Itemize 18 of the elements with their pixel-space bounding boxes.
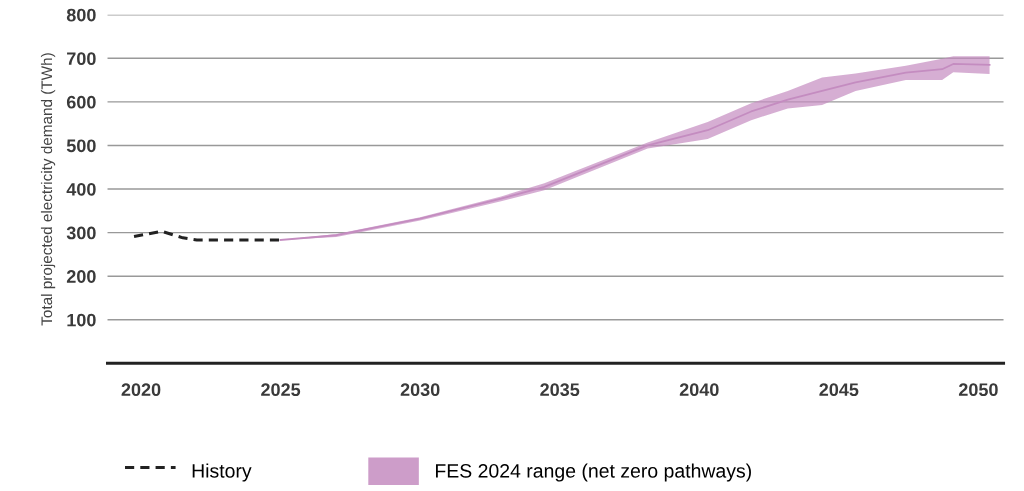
x-tick-label: 2040 <box>679 383 719 397</box>
legend-label: History <box>192 463 252 482</box>
legend-label: FES 2024 range (net zero pathways) <box>436 463 751 482</box>
y-tick-label: 500 <box>66 139 96 153</box>
y-tick-label: 100 <box>67 313 96 327</box>
x-tick-label: 2050 <box>958 383 998 397</box>
x-tick-label: 2035 <box>540 383 580 397</box>
y-tick-label: 400 <box>66 182 96 196</box>
x-tick-label: 2030 <box>400 383 440 397</box>
x-tick-label: 2045 <box>819 383 859 397</box>
y-axis-title: Total projected electricity demand (TWh) <box>40 53 56 326</box>
y-tick-label: 600 <box>66 95 96 109</box>
x-tick-label: 2025 <box>261 383 301 397</box>
y-tick-label: 800 <box>66 8 96 22</box>
y-tick-label: 700 <box>67 52 96 66</box>
y-tick-label: 300 <box>66 226 96 240</box>
y-tick-label: 200 <box>66 270 96 283</box>
x-tick-label: 2020 <box>121 383 161 397</box>
